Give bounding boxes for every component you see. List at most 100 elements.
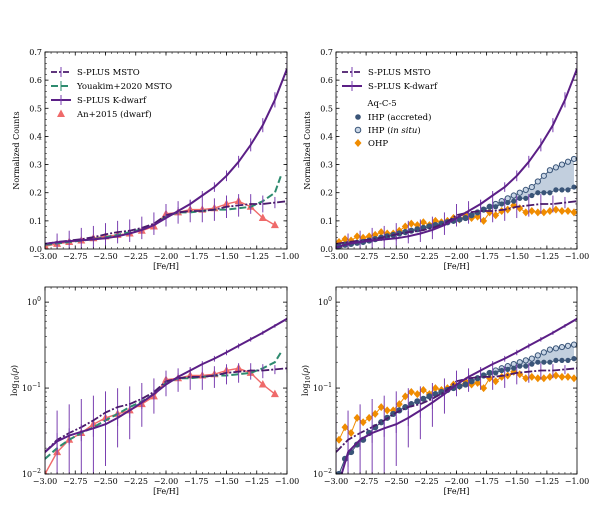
legend: S-PLUS MSTO S-PLUS K-dwarf Aq-C-5 IHP (accr… [342,67,438,149]
ihp-accreted-marker [487,370,493,376]
ohp-marker [431,384,439,393]
x-axis-label: [Fe/H] [153,487,179,496]
legend-marker [355,114,361,120]
panel-bottom-right: −3.00 −2.75 −2.50 −2.25 −2.00 −1.75 −1.50 −1.25… [301,286,590,496]
ihp-accreted-marker [553,357,559,363]
plot-area [45,317,287,474]
y-tick-label: 0.0 [320,245,333,254]
y-tick-label: 100 [318,296,332,307]
ihp-accreted-marker [487,204,493,210]
legend-swatch-kdwarf [342,81,362,91]
ihp-accreted-marker [493,204,499,210]
ihp-accreted-marker [517,195,523,201]
x-tick-label: −2.00 [444,477,469,486]
x-tick-label: −1.25 [535,252,560,261]
y-tick-exponent: −2 [32,468,41,475]
ihp-accreted-marker [462,215,469,221]
legend-swatch-ohp [354,139,362,147]
legend-label-msto: S-PLUS MSTO [77,68,140,78]
ohp-marker [371,409,379,418]
ihp-insitu-marker [564,342,572,349]
y-tick-label: 10−1 [313,382,332,393]
y-axis-label: Normalized Counts [303,111,312,189]
x-tick-label: −2.25 [414,252,439,261]
ohp-marker [377,228,385,237]
x-tick-label: −2.00 [154,477,179,486]
ihp-insitu-marker [546,346,553,353]
ihp-insitu-marker [558,343,566,351]
y-tick-label: 10−1 [22,382,41,393]
ohp-marker [558,207,566,216]
ihp-accreted-marker [511,365,517,371]
legend-marker [57,109,65,117]
ihp-accreted-marker [535,190,541,196]
ihp-insitu-marker [528,183,535,191]
ihp-accreted-marker [468,378,475,384]
ihp-insitu-marker [522,186,529,193]
y-tick-label: 0.4 [29,132,42,141]
y-label-close: ) [10,365,19,368]
x-tick-label: −3.00 [324,252,349,261]
y-tick-exponent: 0 [37,296,41,303]
ohp-marker [534,208,542,217]
x-axis-label: [Fe/H] [153,262,179,271]
y-tick-exponent: 0 [328,296,332,303]
kdwarf-line [45,68,287,245]
ohp-marker [516,204,524,213]
y-axis: 0.0 0.1 0.2 0.3 0.4 0.5 0.6 0.7 Normalized Count… [303,48,577,254]
x-axis: −3.00 −2.75 −2.50 −2.25 −2.00 −1.75 −1.50 −1.25… [324,287,590,496]
ohp-marker [546,207,554,216]
x-tick-label: −2.50 [93,252,118,261]
y-tick-base: 10 [318,298,328,307]
x-tick-label: −1.50 [214,252,239,261]
ihp-insitu-marker [534,178,541,185]
ohp-marker [516,370,524,379]
ohp-marker [492,377,500,386]
x-tick-label: −2.75 [63,252,88,261]
ihp-accreted-marker [499,367,505,374]
y-label-open: ( [10,373,19,376]
legend-label-kdwarf: S-PLUS K-dwarf [368,82,438,92]
panel-top-right: −3.00 −2.75 −2.50 −2.25 −2.00 −1.75 −1.50 −1.25… [303,48,589,271]
y-tick-exponent: −1 [32,382,41,389]
an2015-marker [270,220,279,229]
y-label-base: 10 [14,376,21,384]
legend-swatch-youakim [51,81,71,91]
x-tick-label: −3.00 [33,252,58,261]
ihp-accreted-marker [559,357,565,363]
x-tick-label: −2.25 [414,477,439,486]
y-tick-label: 0.6 [29,76,42,85]
ihp-accreted-marker [517,363,523,369]
ohp-marker [419,218,427,227]
ohp-marker [534,374,542,383]
ihp-insitu-marker [540,172,547,179]
legend-swatch-msto [51,67,71,77]
ihp-accreted-marker [493,370,499,376]
ihp-insitu-marker [552,345,560,352]
y-tick-label: 0.5 [320,104,333,113]
ohp-marker [353,232,361,241]
y-axis-label: log10(ρ) [10,365,21,396]
y-tick-base: 10 [27,298,37,307]
y-tick-label: 0.7 [29,48,42,57]
ihp-insitu-marker [516,189,523,196]
x-tick-label: −1.25 [244,477,269,486]
ihp-insitu-marker [570,341,577,348]
x-tick-label: −1.75 [184,477,209,486]
ohp-marker [413,390,421,399]
ihp-insitu-marker [564,158,572,165]
legend: S-PLUS MSTO Youakim+2020 MSTO S-PLUS K-dwa… [51,67,172,120]
ihp-insitu-marker [558,161,566,168]
x-tick-label: −1.00 [565,252,590,261]
y-tick-label: 0.1 [320,217,333,226]
y-label-log: log [10,384,19,397]
ohp-marker [419,385,427,394]
x-tick-label: −1.00 [565,477,590,486]
ihp-accreted-marker [565,357,571,363]
legend-swatch-ihp_open [354,126,362,134]
ihp-accreted-marker [523,195,529,201]
x-tick-label: −1.75 [474,477,499,486]
ihp-accreted-marker [462,381,469,388]
